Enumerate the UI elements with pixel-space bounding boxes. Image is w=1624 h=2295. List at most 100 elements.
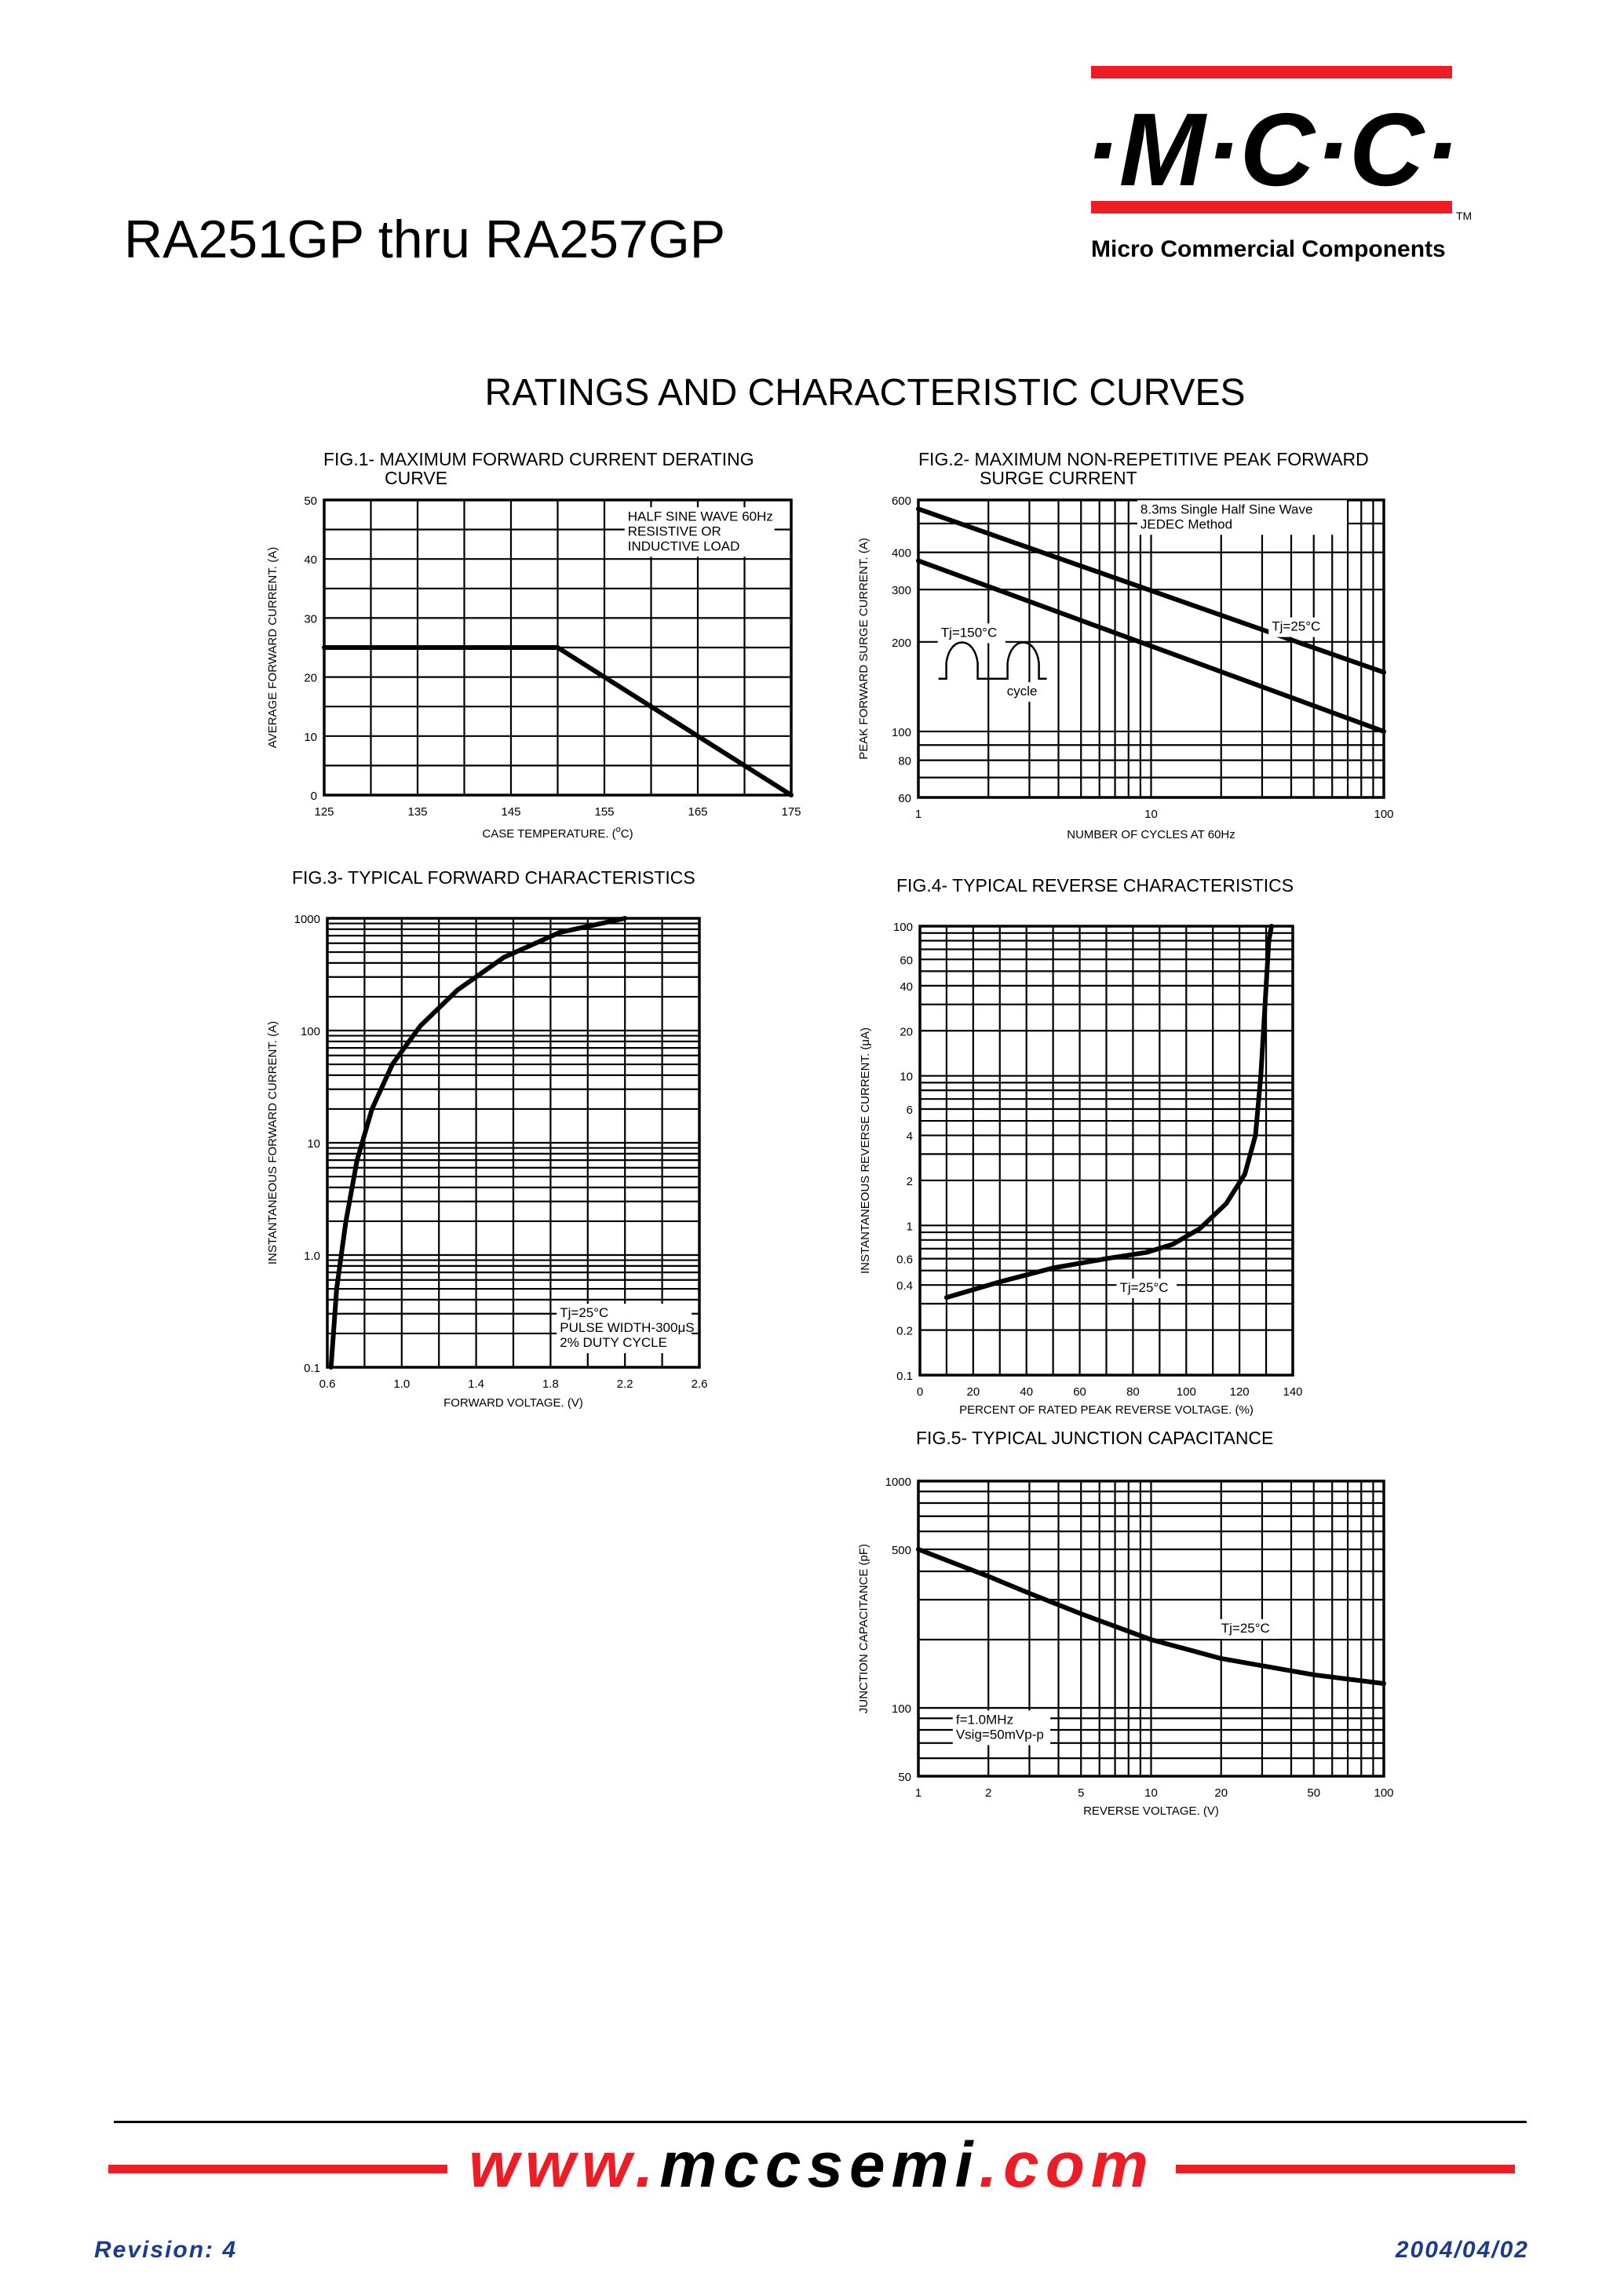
fig3-y-tick-label: 0.1 (304, 1362, 320, 1375)
fig2-y-tick-label: 200 (892, 637, 911, 650)
footer-left-bar (108, 2165, 447, 2173)
fig4-x-tick-label: 20 (967, 1385, 980, 1399)
website-link[interactable]: www.mccsemi.com (469, 2129, 1155, 2201)
fig3-plot-frame (326, 917, 701, 1369)
fig4-y-tick-label: 4 (907, 1130, 913, 1144)
fig3-y-axis-label: INSTANTANEOUS FORWARD CURRENT. (A) (266, 1021, 279, 1264)
fig4-y-tick-label: 0.6 (896, 1253, 913, 1267)
fig4-x-tick-label: 120 (1230, 1385, 1250, 1399)
fig3-series-line-tj-25-c (328, 916, 628, 1370)
fig1-y-tick-label: 30 (304, 612, 317, 626)
fig2-annotation-text: 8.3ms Single Half Sine Wave (1140, 502, 1313, 516)
company-name: Micro Commercial Components (1091, 236, 1446, 262)
fig2-series-line-lower (916, 558, 1386, 734)
fig4-y-tick-label: 0.2 (896, 1325, 913, 1338)
fig1-x-axis-label-text: CASE TEMPERATURE. ( (482, 827, 615, 841)
fig1-y-tick-label: 40 (304, 553, 317, 567)
fig5-capacitance-chart: FIG.5- TYPICAL JUNCTION CAPACITANCE 1 2 5 10… (857, 1428, 1394, 1818)
fig5-x-tick-label: 50 (1307, 1786, 1320, 1800)
fig3-x-tick-label: 1.8 (542, 1377, 559, 1391)
fig3-y-tick-label: 1.0 (304, 1250, 320, 1263)
fig2-y-axis-label: PEAK FORWARD SURGE CURRENT. (A) (857, 538, 870, 760)
fig4-y-tick-label: 6 (907, 1104, 913, 1117)
fig2-title: SURGE CURRENT (980, 468, 1137, 488)
fig5-x-tick-label: 5 (1078, 1786, 1084, 1800)
fig4-y-tick-label: 2 (907, 1175, 913, 1188)
fig4-y-tick-label: 20 (900, 1025, 913, 1038)
fig5-x-axis-label-text: REVERSE VOLTAGE. (V) (1083, 1804, 1219, 1818)
fig3-x-tick-label: 0.6 (319, 1377, 336, 1391)
fig1-y-axis-label: AVERAGE FORWARD CURRENT. (A) (266, 547, 279, 748)
fig2-annotation-text: JEDEC Method (1140, 516, 1232, 531)
fig1-x-tick-label: 165 (688, 805, 707, 819)
logo-text: ·M·C·C· (1085, 92, 1458, 207)
fig1-y-tick-label: 50 (304, 494, 317, 508)
fig2-x-tick-label: 100 (1374, 808, 1393, 821)
fig1-x-tick-label: 145 (501, 805, 520, 819)
fig5-annotation-box (1217, 1618, 1279, 1639)
logo-bottom-bar (1091, 201, 1452, 213)
revision-label: Revision: 4 (94, 2237, 237, 2263)
fig5-y-tick-label: 1000 (885, 1476, 911, 1489)
fig5-y-axis-label: JUNCTION CAPACITANCE (pF) (857, 1544, 870, 1713)
fig1-annotation-text: HALF SINE WAVE 60Hz (628, 509, 773, 524)
fig1-x-tick-label: 125 (314, 805, 334, 819)
fig1-y-tick-label: 0 (311, 790, 317, 803)
fig4-y-tick-label: 10 (900, 1071, 913, 1084)
fig3-annotation-text: 2% DUTY CYCLE (560, 1335, 667, 1350)
fig5-y-tick-label: 500 (892, 1544, 911, 1557)
fig2-plot-frame (917, 498, 1385, 799)
part-title: RA251GP thru RA257GP (124, 210, 725, 269)
fig2-y-tick-label: 600 (892, 494, 911, 508)
fig4-y-tick-label: 0.4 (896, 1279, 913, 1293)
fig2-annotation-text: Tj=150°C (941, 625, 998, 640)
fig4-annotation-box (1116, 1278, 1177, 1298)
fig5-x-tick-label: 2 (985, 1786, 991, 1800)
fig4-x-tick-label: 60 (1073, 1385, 1086, 1399)
fig2-annotation-text: Tj=25°C (1272, 619, 1320, 634)
fig3-annotation-text: Tj=25°C (560, 1305, 608, 1320)
fig4-y-tick-label: 40 (900, 980, 913, 994)
fig4-x-tick-label: 100 (1177, 1385, 1196, 1399)
fig3-x-tick-label: 2.2 (617, 1377, 633, 1391)
footer-divider (114, 2121, 1527, 2123)
fig5-annotation-text: Vsig=50mVp-p (956, 1727, 1044, 1742)
revision-date: 2004/04/02 (1395, 2237, 1529, 2263)
fig1-annotation-box (624, 507, 775, 557)
fig1-x-axis-label-unit: C) (621, 827, 633, 841)
fig2-title: FIG.2- MAXIMUM NON-REPETITIVE PEAK FORWA… (918, 449, 1369, 469)
fig2-annotation-text: cycle (1007, 684, 1038, 699)
fig2-x-axis-label-text: NUMBER OF CYCLES AT 60Hz (1067, 828, 1235, 841)
fig3-y-tick-label: 1000 (294, 913, 320, 926)
fig3-forward-chart: FIG.3- TYPICAL FORWARD CHARACTERISTICS 0.… (266, 867, 707, 1410)
fig4-x-tick-label: 80 (1126, 1385, 1140, 1399)
fig4-x-tick-label: 40 (1020, 1385, 1033, 1399)
fig5-title: FIG.5- TYPICAL JUNCTION CAPACITANCE (916, 1428, 1273, 1448)
fig5-x-tick-label: 1 (915, 1786, 921, 1800)
fig5-plot-frame (917, 1480, 1385, 1778)
fig1-annotation-text: RESISTIVE OR (628, 524, 721, 538)
trademark: TM (1456, 210, 1472, 222)
fig1-series-line-derating (322, 645, 794, 797)
website-prefix: www. (469, 2129, 659, 2201)
fig2-y-tick-label: 400 (892, 547, 911, 560)
fig5-x-tick-label: 20 (1214, 1786, 1228, 1800)
fig1-y-tick-label: 20 (304, 672, 317, 685)
fig3-annotation-box (557, 1304, 692, 1354)
fig1-y-tick-label: 10 (304, 731, 317, 744)
fig5-series-line-tj-25-c (916, 1547, 1386, 1686)
fig4-plot-frame (918, 925, 1294, 1377)
fig3-x-axis-label-text: FORWARD VOLTAGE. (V) (443, 1396, 583, 1410)
fig4-annotation-text: Tj=25°C (1119, 1280, 1168, 1295)
fig3-x-tick-label: 1.0 (393, 1377, 410, 1391)
logo-top-bar (1091, 66, 1452, 78)
fig3-title: FIG.3- TYPICAL FORWARD CHARACTERISTICS (292, 867, 695, 888)
cycle-waveform-icon (938, 641, 1047, 680)
fig5-x-tick-label: 10 (1144, 1786, 1158, 1800)
fig4-x-tick-label: 0 (917, 1385, 923, 1399)
fig1-x-tick-label: 155 (594, 805, 614, 819)
fig5-x-tick-label: 100 (1374, 1786, 1393, 1800)
fig5-y-tick-label: 100 (892, 1702, 911, 1716)
fig5-y-tick-label: 50 (898, 1771, 911, 1784)
